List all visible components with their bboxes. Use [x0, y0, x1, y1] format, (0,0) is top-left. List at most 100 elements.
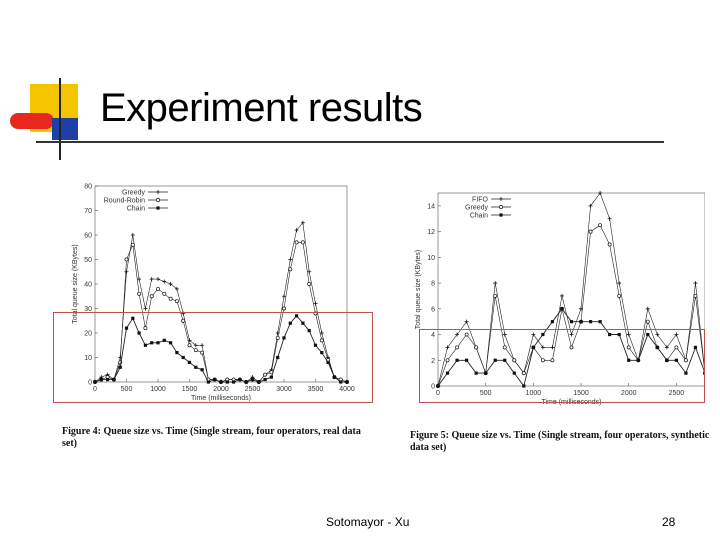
- chart1-y-tick-label: 30: [84, 306, 92, 313]
- chart1-data-point: [213, 377, 217, 382]
- chart2-data-point: [608, 332, 612, 337]
- chart2-data-point: [579, 320, 583, 324]
- chart2-data-point: [445, 371, 450, 375]
- chart2-x-tick-label: 2000: [621, 390, 637, 397]
- chart1-data-point: [130, 233, 135, 237]
- chart1-data-point: [193, 343, 198, 348]
- chart1-data-point: [106, 377, 110, 382]
- chart1-data-point: [200, 343, 205, 348]
- chart-queue-size-real-data: 0 500 1000 1500 2000 2500 3000 3500 4000 0 10 20 30 4…: [72, 184, 355, 403]
- chart1-x-tick-label: 4000: [339, 386, 355, 393]
- logo-red-bar: [10, 113, 54, 129]
- chart1-data-point: [263, 377, 267, 382]
- chart1-data-point: [257, 380, 261, 384]
- chart2-data-point: [598, 191, 603, 195]
- chart1-y-tick-label: 50: [84, 257, 92, 264]
- chart1-data-point: [156, 286, 160, 291]
- chart1-data-point: [244, 380, 248, 384]
- chart1-data-point: [112, 377, 116, 382]
- chart1-data-point: [162, 291, 167, 296]
- title-divider: [36, 141, 664, 143]
- chart2-data-point: [627, 358, 631, 362]
- chart2-data-point: [455, 345, 460, 350]
- chart2-legend-marker: [499, 213, 503, 217]
- chart1-data-point: [320, 351, 324, 355]
- chart2-data-point: [569, 320, 574, 324]
- chart1-data-point: [93, 380, 97, 384]
- chart1-data-point: [137, 277, 142, 282]
- chart1-x-axis-label: Time (milliseconds): [191, 395, 251, 402]
- chart1-y-tick-label: 70: [84, 208, 92, 215]
- chart1-data-point: [300, 220, 305, 225]
- chart1-data-point: [238, 377, 242, 382]
- chart2-data-point: [684, 371, 688, 375]
- chart2-data-point: [540, 345, 545, 350]
- chart2-data-point: [531, 345, 535, 349]
- chart2-data-point: [512, 371, 516, 375]
- chart2-y-tick-label: 2: [431, 358, 435, 365]
- chart1-y-tick-label: 40: [84, 282, 92, 289]
- chart1-data-point: [288, 267, 293, 272]
- chart1-data-point: [300, 240, 305, 245]
- chart2-data-point: [569, 345, 574, 350]
- chart2-data-point: [569, 332, 574, 337]
- chart2-data-point: [607, 216, 612, 221]
- chart1-data-point: [319, 338, 324, 343]
- chart1-data-point: [137, 291, 142, 296]
- chart2-data-point: [502, 332, 507, 337]
- chart2-legend-marker: [499, 197, 503, 201]
- chart2-data-point: [493, 293, 498, 298]
- chart1-data-point: [225, 380, 229, 384]
- chart1-data-point: [181, 355, 185, 360]
- chart2-data-point: [464, 319, 469, 324]
- chart2-data-point: [436, 384, 440, 388]
- chart1-data-point: [307, 269, 312, 274]
- chart2-data-point: [674, 345, 679, 350]
- chart2-y-tick-label: 10: [427, 255, 435, 262]
- chart2-data-point: [550, 345, 555, 350]
- chart2-x-tick-label: 2500: [669, 390, 685, 397]
- chart2-data-point: [550, 320, 555, 324]
- chart1-legend-marker: [156, 190, 160, 194]
- chart2-y-tick-label: 4: [431, 332, 435, 339]
- chart2-y-tick-label: 6: [431, 306, 435, 313]
- chart1-x-tick-label: 2500: [245, 386, 261, 393]
- chart2-data-point: [674, 358, 678, 362]
- chart1-x-tick-label: 1000: [150, 386, 166, 393]
- chart1-data-point: [168, 282, 173, 286]
- chart1-y-tick-label: 0: [88, 380, 92, 387]
- chart2-legend-label: FIFO: [472, 197, 488, 204]
- chart2-data-point: [626, 345, 631, 350]
- chart2-y-axis-label: Total queue size (KBytes): [415, 250, 422, 329]
- chart1-data-point: [175, 351, 179, 355]
- chart2-x-tick-label: 1500: [573, 390, 589, 397]
- chart1-data-point: [162, 338, 166, 342]
- chart1-y-tick-label: 20: [84, 331, 92, 338]
- chart1-data-point: [332, 375, 336, 379]
- chart2-data-point: [512, 358, 517, 363]
- chart1-data-point: [187, 343, 192, 348]
- chart1-x-tick-label: 500: [121, 386, 133, 393]
- chart2-data-point: [503, 358, 507, 362]
- chart2-data-point: [445, 358, 450, 363]
- chart1-data-point: [174, 286, 179, 291]
- chart1-data-point: [99, 377, 103, 382]
- chart2-data-point: [655, 345, 659, 349]
- chart2-data-point: [626, 332, 631, 337]
- chart1-data-point: [313, 343, 318, 347]
- chart1-data-point: [282, 336, 286, 340]
- chart1-x-tick-label: 1500: [182, 386, 198, 393]
- chart1-data-point: [282, 294, 286, 299]
- chart1-data-point: [169, 341, 173, 345]
- slide-title: Experiment results: [100, 86, 423, 130]
- chart1-data-point: [301, 321, 305, 325]
- chart1-y-tick-label: 60: [84, 233, 92, 240]
- chart2-series-chain: [436, 307, 705, 388]
- chart2-data-point: [617, 293, 622, 298]
- chart1-y-tick-label: 10: [84, 355, 92, 362]
- chart2-x-tick-label: 500: [480, 390, 492, 397]
- chart1-x-tick-label: 0: [93, 386, 97, 393]
- chart1-data-point: [193, 348, 198, 353]
- highlight-box-left: [53, 312, 373, 403]
- chart2-data-point: [674, 332, 679, 337]
